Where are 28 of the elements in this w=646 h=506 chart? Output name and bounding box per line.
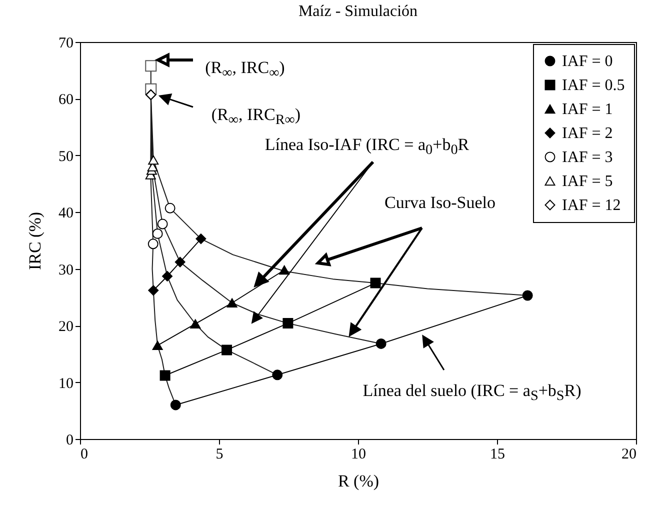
chart-title: Maíz - Simulación — [298, 3, 418, 20]
annotation: (R$_{∞}$, IRC$_{R∞}$) — [211, 104, 301, 130]
annotation: Curva Iso-Suelo — [384, 193, 496, 213]
legend-label: IAF = 12 — [562, 197, 621, 214]
annotation: Línea del suelo (IRC = a$_{S}$+b$_{S}$R) — [362, 380, 582, 406]
annotation: Línea Iso-IAF (IRC = a$_{0}$+b$_{0}$R — [264, 134, 470, 160]
y-tick-label: 60 — [58, 92, 74, 108]
x-tick-label: 10 — [351, 446, 366, 462]
y-tick-label: 70 — [58, 36, 74, 52]
legend-label: IAF = 1 — [562, 101, 613, 118]
legend-label: IAF = 3 — [562, 149, 613, 166]
x-axis-title: R (%) — [338, 472, 380, 490]
y-tick-label: 50 — [58, 148, 74, 165]
y-tick-label: 10 — [58, 376, 74, 392]
x-tick-label: 20 — [622, 446, 636, 462]
legend-label: IAF = 2 — [562, 125, 613, 142]
x-tick-label: 15 — [490, 446, 505, 462]
y-tick-label: 20 — [58, 319, 74, 336]
y-axis-title: IRC (%) — [26, 212, 44, 270]
x-tick-label: 0 — [80, 446, 88, 462]
y-tick-label: 40 — [58, 206, 74, 222]
legend-label: IAF = 0.5 — [562, 77, 625, 94]
x-tick-label: 5 — [216, 446, 224, 462]
annotation: (R$_{∞}$, IRC$_{∞}$) — [205, 58, 285, 82]
legend-label: IAF = 5 — [562, 173, 613, 190]
y-tick-label: 30 — [58, 262, 74, 278]
y-tick-label: 0 — [66, 432, 74, 448]
legend-label: IAF = 0 — [562, 53, 613, 70]
